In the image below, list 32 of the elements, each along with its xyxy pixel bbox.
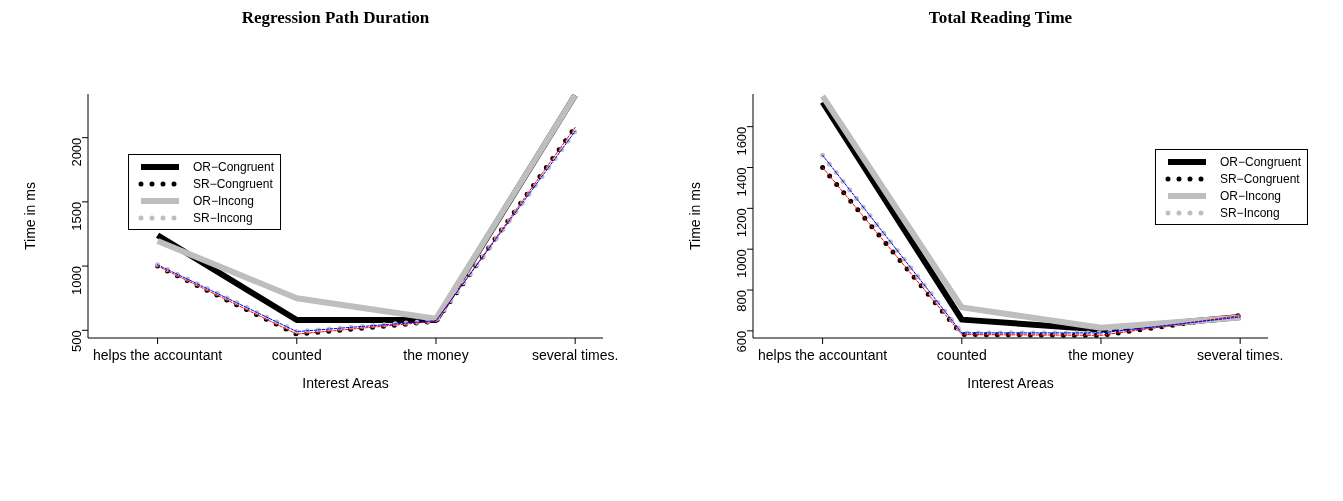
x-axis-title: Interest Areas bbox=[967, 375, 1054, 391]
x-tick-label: the money bbox=[1068, 346, 1134, 363]
legend-label: OR−Incong bbox=[1219, 188, 1281, 203]
x-tick-label: helps the accountant bbox=[92, 346, 223, 363]
y-tick-label: 1500 bbox=[68, 201, 84, 231]
chart-title: Regression Path Duration bbox=[240, 8, 431, 29]
y-tick-label: 1200 bbox=[733, 208, 749, 238]
y-tick-label: 1000 bbox=[68, 266, 84, 296]
chart-title: Total Reading Time bbox=[927, 8, 1074, 29]
y-tick-label: 500 bbox=[68, 330, 84, 352]
x-tick-label: counted bbox=[936, 346, 987, 363]
y-tick-label: 1400 bbox=[733, 167, 749, 197]
y-tick-label: 600 bbox=[733, 330, 749, 353]
legend-label: SR−Incong bbox=[193, 210, 253, 225]
y-axis-title: Time in ms bbox=[686, 182, 703, 250]
x-tick-label: the money bbox=[403, 346, 469, 363]
y-tick-label: 800 bbox=[733, 290, 749, 312]
x-tick-label: several times. bbox=[1196, 346, 1284, 363]
x-axis-title: Interest Areas bbox=[302, 375, 389, 391]
y-tick-label: 1000 bbox=[733, 249, 749, 279]
legend-label: OR−Congruent bbox=[1219, 154, 1301, 169]
legend-label: SR−Congruent bbox=[193, 176, 273, 191]
y-tick-label: 1600 bbox=[733, 126, 749, 156]
legend-label: SR−Congruent bbox=[1219, 171, 1300, 186]
y-axis-title: Time in ms bbox=[21, 182, 38, 250]
x-tick-label: several times. bbox=[531, 346, 619, 363]
x-tick-label: counted bbox=[271, 346, 322, 363]
x-tick-label: helps the accountant bbox=[757, 346, 888, 363]
legend-label: SR−Incong bbox=[1219, 205, 1280, 220]
legend-label: OR−Congruent bbox=[193, 159, 275, 174]
y-tick-label: 2000 bbox=[68, 137, 84, 167]
legend-label: OR−Incong bbox=[193, 193, 255, 208]
